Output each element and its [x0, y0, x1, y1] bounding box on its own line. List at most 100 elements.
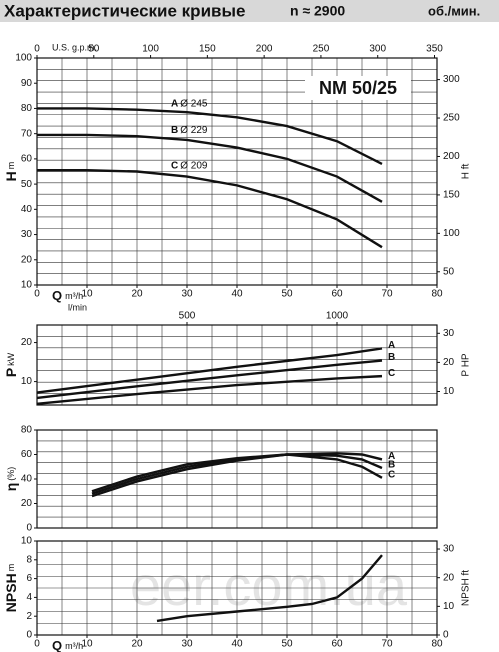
x-tick-label: 70 — [381, 289, 393, 300]
x2-tick-label: 1000 — [326, 311, 349, 322]
y2-tick-label: 10 — [443, 601, 455, 612]
x-tick-label: 20 — [131, 289, 143, 300]
x-tick-label: 80 — [431, 289, 443, 300]
y-tick-label: 20 — [21, 337, 33, 348]
x2-tick-label: 300 — [369, 44, 386, 55]
x-tick-label: 50 — [281, 289, 293, 300]
y2-tick-label: 20 — [443, 572, 455, 583]
y-tick-label: 40 — [21, 204, 33, 215]
curve-name: A — [171, 98, 178, 109]
x-label: Q — [52, 638, 62, 652]
y-tick-label: 60 — [21, 449, 33, 460]
x2-tick-label: 0 — [34, 44, 40, 55]
y-tick-label: 0 — [26, 630, 32, 641]
curve-name: A — [388, 340, 395, 351]
y2-tick-label: 250 — [443, 113, 460, 124]
speed-unit: об./мин. — [428, 3, 480, 18]
y-unit: kW — [6, 352, 16, 366]
x-tick-label: 70 — [381, 639, 393, 650]
curve-diameter: Ø 229 — [180, 125, 208, 136]
x-tick-label: 60 — [331, 289, 343, 300]
x-tick-label: 40 — [231, 639, 243, 650]
curve-name: C — [388, 469, 395, 480]
x2-tick-label: 350 — [426, 44, 443, 55]
y2-tick-label: 100 — [443, 228, 460, 239]
curve — [37, 133, 383, 203]
y-label: η — [3, 483, 19, 492]
y2-tick-label: 200 — [443, 151, 460, 162]
y-unit: m — [6, 564, 16, 572]
y-tick-label: 40 — [21, 474, 33, 485]
y2-tick-label: 50 — [443, 266, 455, 277]
curve — [91, 453, 383, 498]
y-tick-label: 4 — [26, 592, 32, 603]
curve — [37, 107, 383, 166]
x2-tick-label: 500 — [179, 311, 196, 322]
x-tick-label: 10 — [81, 289, 93, 300]
plot-frame — [36, 324, 438, 406]
curve — [36, 347, 383, 394]
y2-axis-label: H ft — [461, 164, 472, 180]
curve-name: C — [388, 368, 395, 379]
y-unit: (%) — [6, 467, 16, 481]
y-label: NPSH — [3, 573, 19, 612]
x2-tick-label: 50 — [88, 44, 100, 55]
y-tick-label: 10 — [21, 536, 33, 547]
y-axis-label: Hm — [3, 162, 19, 182]
y2-tick-label: 10 — [443, 386, 455, 397]
y-label: H — [3, 171, 19, 181]
curve-name: B — [171, 125, 178, 136]
y2-tick-label: 30 — [443, 544, 455, 555]
y-tick-label: 70 — [21, 128, 33, 139]
x2-tick-label: 250 — [313, 44, 330, 55]
y-tick-label: 6 — [26, 573, 32, 584]
y2-tick-label: 0 — [443, 630, 449, 641]
y-axis-label: PkW — [3, 352, 19, 377]
model: NM 50/25 — [319, 78, 397, 98]
x-tick-label: 0 — [34, 639, 40, 650]
y2-axis-label: P HP — [461, 353, 472, 376]
x2-tick-label: 150 — [199, 44, 216, 55]
curve-name: B — [388, 460, 395, 471]
x-tick-label: 60 — [331, 639, 343, 650]
curve — [37, 169, 383, 249]
x-tick-label: 80 — [431, 639, 443, 650]
x-unit: m³/h — [65, 291, 83, 301]
x-tick-label: 50 — [281, 639, 293, 650]
x-unit2: l/min — [68, 302, 87, 312]
y-tick-label: 8 — [26, 554, 32, 565]
curve — [156, 554, 383, 623]
x-tick-label: 10 — [81, 639, 93, 650]
y-unit: m — [6, 162, 16, 170]
curve-name: B — [388, 352, 395, 363]
x-tick-label: 20 — [131, 639, 143, 650]
y-tick-label: 50 — [21, 179, 33, 190]
y-label: P — [3, 368, 19, 377]
curve-name: A — [388, 451, 395, 462]
x-tick-label: 30 — [181, 289, 193, 300]
curve-diameter: Ø 209 — [180, 160, 208, 171]
y-tick-label: 20 — [21, 254, 33, 265]
y2-tick-label: 150 — [443, 190, 460, 201]
y2-tick-label: 300 — [443, 74, 460, 85]
x-label: Q — [52, 288, 62, 303]
x2-tick-label: 200 — [256, 44, 273, 55]
y-tick-label: 0 — [26, 523, 32, 534]
y-axis-label: η (%) — [3, 467, 19, 492]
title-band — [0, 0, 499, 22]
curve-diameter: Ø 245 — [180, 98, 208, 109]
y-tick-label: 10 — [21, 376, 33, 387]
x-tick-label: 0 — [34, 289, 40, 300]
model-box — [305, 76, 411, 100]
y-axis-label: NPSHm — [3, 564, 19, 612]
y-tick-label: 20 — [21, 498, 33, 509]
y-tick-label: 90 — [21, 78, 33, 89]
y-tick-label: 2 — [26, 611, 32, 622]
title: Характеристические кривые — [4, 1, 245, 20]
y-tick-label: 60 — [21, 154, 33, 165]
